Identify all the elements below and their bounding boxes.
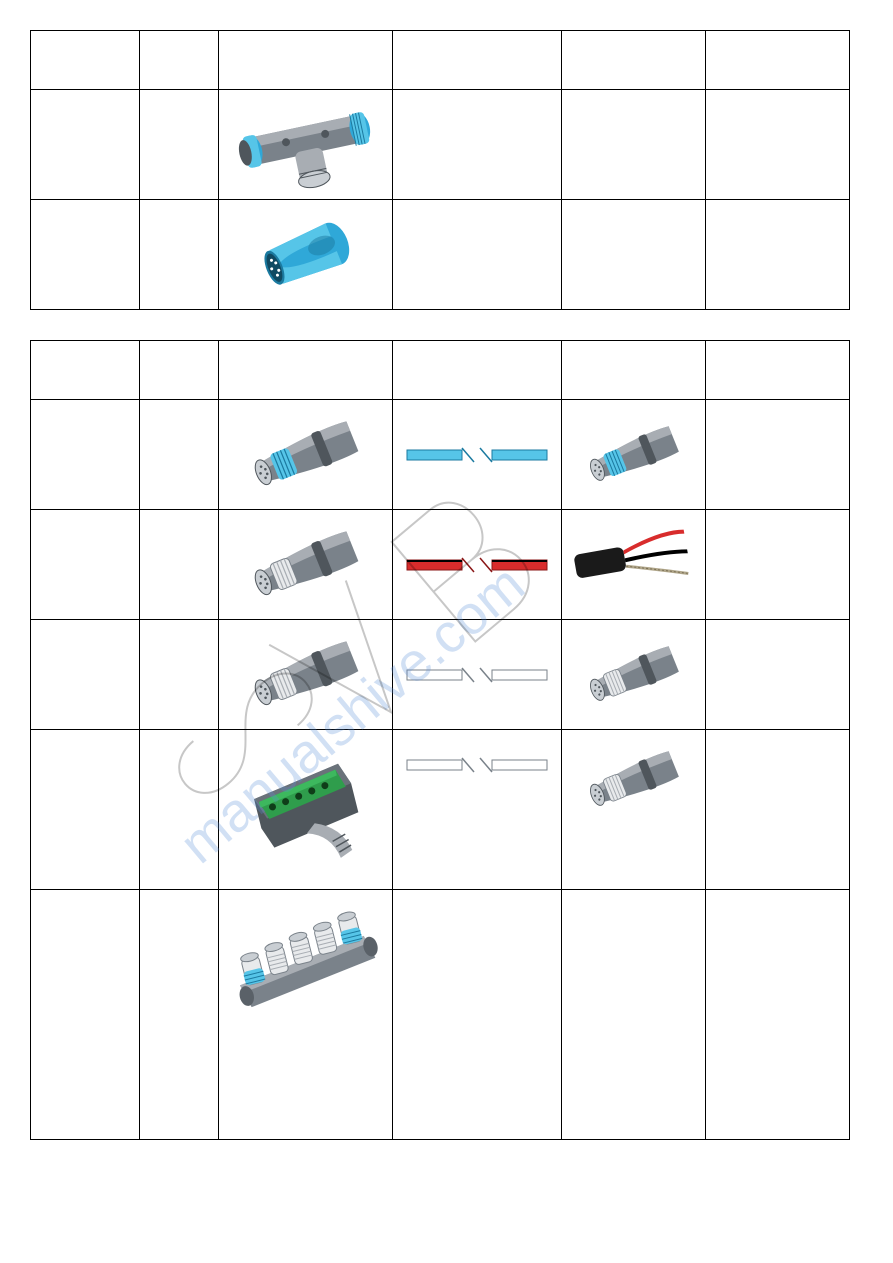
cell-cable-blue	[393, 400, 562, 510]
cell	[140, 200, 219, 310]
cell	[706, 510, 850, 620]
col-5-header	[562, 341, 706, 400]
col-2-header	[140, 341, 219, 400]
col-4-header	[393, 341, 562, 400]
cell	[562, 890, 706, 1140]
wire-bundle-icon	[571, 525, 696, 605]
cell	[140, 400, 219, 510]
plug-white-ring-icon	[574, 635, 694, 715]
cell	[140, 890, 219, 1140]
plug-blue-ring-icon	[574, 415, 694, 495]
table-row	[31, 730, 850, 890]
cell	[31, 620, 140, 730]
plug-blue-ring-icon	[236, 410, 376, 500]
table-header-row	[31, 31, 850, 90]
cell	[31, 400, 140, 510]
table-row	[31, 510, 850, 620]
table-row	[31, 200, 850, 310]
col-5-header	[562, 31, 706, 90]
col-2-header	[140, 31, 219, 90]
col-6-header	[706, 31, 850, 90]
parts-table-2	[30, 340, 850, 1140]
table-row	[31, 890, 850, 1140]
terminal-block-icon	[233, 740, 378, 880]
cell-plug-blue-right	[562, 400, 706, 510]
cell	[31, 730, 140, 890]
table-row	[31, 90, 850, 200]
col-1-header	[31, 31, 140, 90]
cell	[31, 90, 140, 200]
plug-white-ring-icon	[236, 630, 376, 720]
cell	[31, 890, 140, 1140]
col-3-header	[219, 341, 393, 400]
cell-blue-cap	[219, 200, 393, 310]
cell	[706, 400, 850, 510]
cell-cable-white	[393, 620, 562, 730]
cell-cable-white-2	[393, 730, 562, 890]
blue-cap-icon	[241, 210, 371, 300]
table-header-row	[31, 341, 850, 400]
cell	[31, 510, 140, 620]
cable-white-icon	[402, 660, 552, 690]
col-1-header	[31, 341, 140, 400]
cell-plug-white-left-2	[219, 620, 393, 730]
col-4-header	[393, 31, 562, 90]
table-row	[31, 400, 850, 510]
cell	[140, 90, 219, 200]
cell	[31, 200, 140, 310]
cell	[562, 200, 706, 310]
cell-tee-connector	[219, 90, 393, 200]
col-6-header	[706, 341, 850, 400]
cell	[706, 90, 850, 200]
cell-5-way-block	[219, 890, 393, 1140]
cell-cable-red	[393, 510, 562, 620]
cell	[706, 890, 850, 1140]
cell	[562, 90, 706, 200]
cell	[140, 730, 219, 890]
cell-plug-blue-left	[219, 400, 393, 510]
cell-plug-white-right	[562, 620, 706, 730]
five-way-connector-icon	[228, 905, 383, 1015]
cell-wire-bundle	[562, 510, 706, 620]
col-3-header	[219, 31, 393, 90]
tee-connector-icon	[231, 95, 381, 195]
cell	[706, 620, 850, 730]
cell	[140, 620, 219, 730]
cell	[393, 200, 562, 310]
cell	[706, 200, 850, 310]
cell-plug-white-right-2	[562, 730, 706, 890]
plug-white-ring-icon	[574, 740, 694, 820]
cable-red-icon	[402, 550, 552, 580]
plug-white-ring-icon	[236, 520, 376, 610]
cell-plug-white-left	[219, 510, 393, 620]
cell-terminal-block	[219, 730, 393, 890]
table-row	[31, 620, 850, 730]
cell	[393, 890, 562, 1140]
cell	[706, 730, 850, 890]
parts-table-1	[30, 30, 850, 310]
cable-white-icon	[402, 750, 552, 780]
cable-blue-icon	[402, 440, 552, 470]
cell	[393, 90, 562, 200]
cell	[140, 510, 219, 620]
